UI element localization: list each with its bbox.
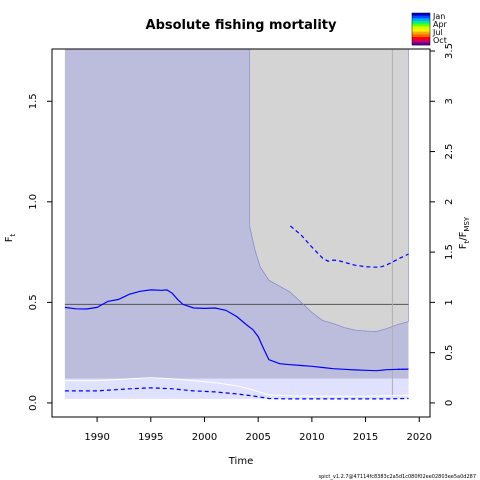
series-line-f-upper-ci (64, 377, 409, 397)
version-footer: spict_v1.2.7@47114fc8383c2a5d1c080f02ee0… (319, 474, 477, 480)
legend-color-swatch (412, 15, 430, 19)
legend-color-swatch (412, 37, 430, 40)
legend-color-swatch (412, 13, 430, 16)
x-tick-label: 2020 (407, 432, 432, 443)
legend-label: Jul (432, 28, 443, 37)
x-tick-label: 2005 (245, 432, 270, 443)
y-axis-left: 0.0 0.5 1.0 1.5 (28, 93, 52, 411)
legend-color-swatch (412, 29, 430, 32)
legend-color-swatch (412, 21, 430, 24)
plot-frame (51, 48, 431, 418)
y-left-tick-label: 1.5 (28, 93, 39, 109)
series-line-f-fmsy-upper-ci (290, 225, 409, 268)
y-right-tick-label: 2 (444, 199, 455, 205)
y-left-tick-label: 1.0 (28, 194, 39, 210)
legend-color-swatch (412, 42, 430, 46)
y-right-tick-label: 3.5 (444, 43, 455, 59)
x-tick-label: 2015 (353, 432, 378, 443)
y-axis-right: 0 0.5 1 1.5 2 2.5 3 3.5 (430, 43, 455, 406)
x-axis-label: Time (228, 456, 253, 467)
x-tick-label: 2000 (192, 432, 217, 443)
series-line-f-lower-ci (64, 387, 409, 400)
y-right-tick-label: 1 (444, 299, 455, 305)
legend-frame (411, 12, 431, 46)
legend-color-swatch (412, 31, 430, 35)
chart-title: Absolute fishing mortality (146, 18, 337, 33)
y-axis-right-label: Ft/FMSY (458, 216, 471, 249)
legend-color-swatch (412, 39, 430, 43)
legend-color-swatch (412, 26, 430, 30)
y-right-tick-label: 1.5 (444, 244, 455, 260)
legend-label: Oct (433, 36, 447, 45)
y-right-tick-label: 0.5 (444, 345, 455, 361)
y-left-tick-label: 0.0 (28, 395, 39, 411)
x-axis: 1990 1995 2000 2005 2010 2015 2020 (84, 417, 432, 443)
legend-label: Apr (433, 20, 448, 29)
x-tick-label: 2010 (299, 432, 324, 443)
legend-color-swatch (412, 23, 430, 27)
plot-area (64, 48, 409, 400)
y-right-tick-label: 2.5 (444, 144, 455, 160)
series-line-f-fmsy-lower-ci (249, 225, 409, 332)
y-right-tick-label: 3 (444, 98, 455, 104)
x-tick-label: 1990 (84, 432, 109, 443)
legend-color-swatch (412, 18, 430, 22)
x-tick-label: 1995 (138, 432, 163, 443)
y-right-tick-label: 0 (444, 400, 455, 406)
ci-band-lower (64, 378, 409, 399)
series-line-f-estimate (64, 289, 409, 372)
legend-label: Jan (432, 12, 445, 21)
y-axis-left-label: Ft (4, 233, 17, 242)
series-group (64, 225, 409, 400)
y-left-tick-label: 0.5 (28, 294, 39, 310)
legend-color-swatch (412, 34, 430, 38)
